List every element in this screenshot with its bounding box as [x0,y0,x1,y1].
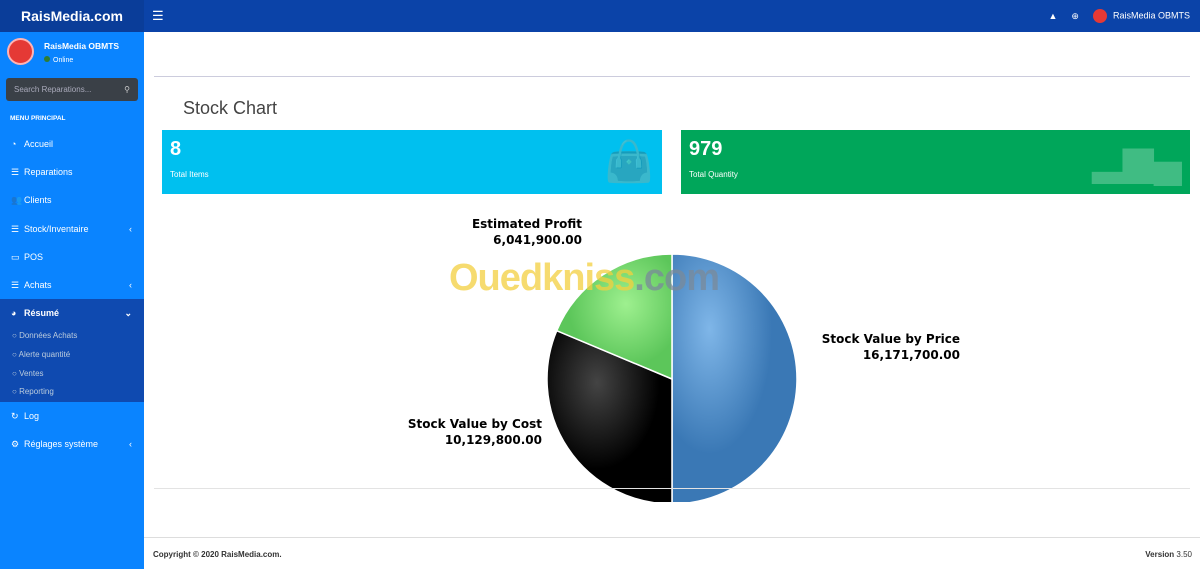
menu-header: MENU PRINCIPAL [10,115,66,122]
sidebar-item-label: Réglages système [24,439,99,450]
search-placeholder: Search Reparations... [14,85,92,94]
slice-value: 10,129,800.00 [445,433,542,447]
submenu-label: Données Achats [19,331,78,341]
circle-icon: ○ [12,368,17,378]
sidebar-item-reparations[interactable]: ☰ Reparations [0,158,144,186]
gear-icon: ⚙ [11,439,20,450]
sidebar-item-label: Reparations [24,167,73,178]
stat-label: Total Items [170,170,209,179]
slice-label: Estimated Profit [472,217,582,231]
submenu-resume: ○ Données Achats ○ Alerte quantité ○ Vente… [0,327,144,403]
sidebar-item-label: Accueil [24,139,54,149]
brand-logo[interactable]: RaisMedia.com [0,0,144,32]
search-icon[interactable]: ⚲ [124,85,130,94]
online-dot-icon [44,56,50,62]
search-input[interactable]: Search Reparations... ⚲ [6,78,138,101]
divider [154,76,1190,77]
sidebar-item-clients[interactable]: 👥 Clients [0,186,144,214]
circle-icon: ○ [12,387,17,397]
list-icon: ☰ [11,279,20,290]
stock-pie-chart: Stock Value by Price 16,171,700.00 Stock V… [408,217,960,502]
chevron-icon: ‹ [129,223,132,234]
copyright: Copyright © 2020 RaisMedia.com. [153,550,282,559]
list-icon: ☰ [11,167,20,178]
submenu-label: Reporting [19,387,54,397]
list-icon: ☰ [11,223,20,234]
sidebar-item-label: Stock/Inventaire [24,223,89,234]
avatar [1092,9,1107,23]
pie-slice[interactable] [555,253,673,381]
slice-label: Stock Value by Cost [408,417,542,431]
submenu-item[interactable]: ○ Ventes [0,365,144,384]
main-content: Stock Chart 8 Total Items 👜 979 Total Qu… [144,32,1200,569]
sidebar-item-label: Résumé [24,308,60,319]
pie-slice[interactable] [546,329,673,502]
sidebar-item-label: Clients [24,195,52,206]
stat-label: Total Quantity [689,170,738,179]
submenu-item[interactable]: ○ Données Achats [0,327,144,346]
circle-icon: ○ [12,331,17,341]
user-name: RaisMedia OBMTS [1112,10,1190,21]
stat-value: 8 [170,138,182,160]
page-title: Stock Chart [183,98,278,118]
submenu-item[interactable]: ○ Reporting [0,383,144,402]
chevron-icon: ‹ [129,279,132,290]
slice-value: 6,041,900.00 [493,233,582,247]
circle-icon: ○ [12,350,17,359]
submenu-label: Ventes [19,368,44,378]
sidebar-item-réglages-système[interactable]: ⚙ Réglages système ‹ [0,430,144,458]
sidebar-item-accueil[interactable]: ◔ Accueil [0,130,144,158]
chevron-icon: ⌄ [124,308,132,319]
sidebar: RaisMedia OBMTS Online Search Reparation… [0,32,144,569]
sidebar-item-label: Log [24,411,40,422]
users-icon: 👥 [11,195,23,206]
slice-value: 16,171,700.00 [863,348,960,362]
shopping-bag-icon: 👜 [604,140,654,184]
bar-chart-icon: ▂▆▄ [1092,139,1182,183]
monitor-icon: ▭ [11,251,20,262]
sidebar-item-label: Achats [24,279,52,290]
stat-box-total-items: 8 Total Items 👜 [162,130,662,194]
warning-icon[interactable]: ▲ [1048,11,1058,21]
user-menu[interactable]: RaisMedia OBMTS [1092,9,1190,23]
top-navbar: RaisMedia.com ☰ ▲ ⊕ RaisMedia OBMTS [0,0,1200,32]
footer: Copyright © 2020 RaisMedia.com. Version … [144,537,1200,569]
sidebar-user-name: RaisMedia OBMTS [44,41,120,51]
watermark-logo: Ouedkniss.com [449,257,720,299]
dashboard-icon: ◔ [11,139,17,149]
stat-box-total-quantity: 979 Total Quantity ▂▆▄ [681,130,1190,194]
user-status: Online [53,57,74,64]
sidebar-item-résumé[interactable]: ◕ Résumé ⌄ [0,299,144,328]
plus-circle-icon[interactable]: ⊕ [1071,10,1079,21]
submenu-label: Alerte quantité [18,350,71,359]
chevron-icon: ‹ [129,439,132,450]
fingerprint-avatar [7,38,34,65]
sidebar-item-achats[interactable]: ☰ Achats ‹ [0,271,144,299]
slice-label: Stock Value by Price [822,332,960,346]
divider [154,488,1190,489]
refresh-icon: ↻ [11,411,19,422]
pie-slice[interactable] [671,253,798,502]
stat-value: 979 [689,138,723,160]
submenu-item[interactable]: ○ Alerte quantité [0,346,144,365]
sidebar-item-stock-inventaire[interactable]: ☰ Stock/Inventaire ‹ [0,215,144,243]
pie-chart-icon: ◕ [11,308,17,319]
version-number: 3.50 [1176,550,1192,559]
menu-toggle-icon[interactable]: ☰ [152,8,164,23]
sidebar-item-log[interactable]: ↻ Log [0,402,144,430]
sidebar-item-label: POS [24,251,44,262]
version-label: Version [1145,550,1175,559]
sidebar-item-pos[interactable]: ▭ POS [0,243,144,271]
